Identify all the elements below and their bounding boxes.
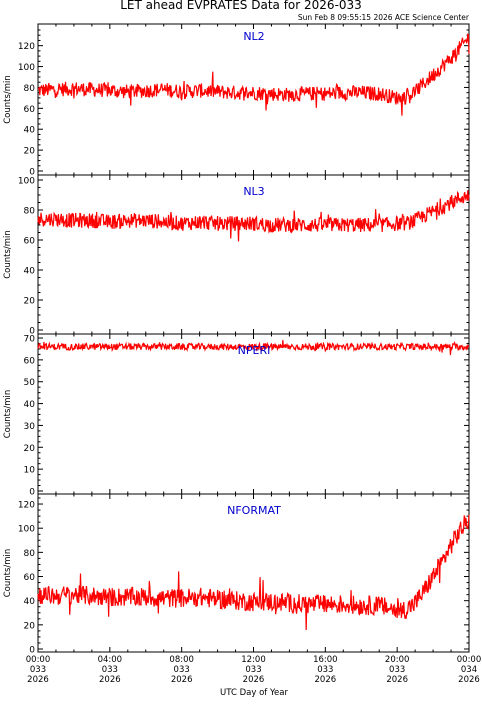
series-label-nl2: NL2 <box>243 30 264 43</box>
y-tick-label: 80 <box>24 207 36 217</box>
series-label-nl3: NL3 <box>243 185 264 198</box>
panel-frame <box>37 333 470 495</box>
x-tick-doy: 033 <box>30 665 46 675</box>
x-tick-labels: 00:00033202604:00033202608:00033202612:0… <box>26 655 482 685</box>
x-axis-label: UTC Day of Year <box>220 688 288 698</box>
x-tick-doy: 034 <box>461 665 477 675</box>
x-tick-time: 04:00 <box>98 655 123 665</box>
y-tick-label: 20 <box>24 621 36 631</box>
y-tick-label: 120 <box>18 501 35 511</box>
y-tick-label: 100 <box>18 177 35 187</box>
y-tick-label: 120 <box>18 42 35 52</box>
y-tick-label: 10 <box>24 466 36 476</box>
y-axis-label: Counts/min <box>3 390 13 439</box>
panel-nperi: 0 10 20 30 40 50 60 70 Counts/min NPERI <box>3 333 470 498</box>
y-tick-label: 0 <box>29 646 35 656</box>
y-tick-label: 20 <box>24 297 36 307</box>
timestamp-label: Sun Feb 8 09:55:15 2026 ACE Science Cent… <box>298 13 470 22</box>
y-tick-label: 40 <box>24 267 36 277</box>
x-tick-time: 00:00 <box>457 655 482 665</box>
y-tick-label: 60 <box>24 573 36 583</box>
y-tick-label: 100 <box>18 63 35 73</box>
series-label-nformat: NFORMAT <box>227 504 281 517</box>
y-tick-label: 80 <box>24 84 36 94</box>
y-tick-label: 80 <box>24 549 36 559</box>
x-tick-doy: 033 <box>317 665 333 675</box>
y-axis-label: Counts/min <box>3 549 13 598</box>
panel-nl3: 0 20 40 60 80 100 Counts/min NL3 <box>3 174 470 337</box>
chart-title: LET ahead EVPRATES Data for 2026-033 <box>120 0 362 12</box>
x-tick-year: 2026 <box>243 675 265 685</box>
y-axis-label: Counts/min <box>3 75 13 124</box>
y-tick-label: 20 <box>24 444 36 454</box>
x-tick-time: 08:00 <box>169 655 194 665</box>
y-tick-label: 60 <box>24 237 36 247</box>
panel-frame <box>37 174 470 335</box>
series-label-nperi: NPERI <box>238 344 271 357</box>
x-tick-time: 12:00 <box>241 655 266 665</box>
data-line-nl2 <box>37 33 470 116</box>
data-line-nperi <box>37 340 470 356</box>
x-tick-time: 00:00 <box>26 655 51 665</box>
y-tick-label: 40 <box>24 126 36 136</box>
y-tick-label: 0 <box>29 168 35 178</box>
x-tick-time: 16:00 <box>313 655 338 665</box>
y-tick-label: 100 <box>18 525 35 535</box>
x-tick-year: 2026 <box>99 675 121 685</box>
panels: 020406080100120Counts/minNL2020406080100… <box>3 23 470 656</box>
y-tick-label: 40 <box>24 597 36 607</box>
y-tick-label: 70 <box>24 335 36 345</box>
panel-frame <box>37 493 470 653</box>
x-tick-year: 2026 <box>171 675 193 685</box>
data-line-nformat <box>37 514 470 630</box>
y-tick-label: 0 <box>29 327 35 337</box>
y-tick-label: 60 <box>24 356 36 366</box>
y-tick-label: 50 <box>24 378 36 388</box>
x-tick-doy: 033 <box>174 665 190 675</box>
y-axis-label: Counts/min <box>3 230 13 279</box>
y-tick-label: 60 <box>24 105 36 115</box>
y-tick-label: 0 <box>29 488 35 498</box>
x-tick-doy: 033 <box>245 665 261 675</box>
x-tick-year: 2026 <box>458 675 480 685</box>
x-tick-doy: 033 <box>389 665 405 675</box>
x-tick-doy: 033 <box>102 665 118 675</box>
x-tick-year: 2026 <box>315 675 337 685</box>
data-line-nl3 <box>37 190 470 242</box>
y-tick-label: 30 <box>24 422 36 432</box>
panel-nformat: 0 20 40 60 80 100 120 Counts/min NFORMAT <box>3 493 470 656</box>
x-tick-time: 20:00 <box>385 655 410 665</box>
y-tick-label: 20 <box>24 147 36 157</box>
x-tick-year: 2026 <box>386 675 408 685</box>
x-tick-year: 2026 <box>27 675 49 685</box>
y-tick-label: 40 <box>24 400 36 410</box>
panel-nl2: 0 20 40 60 80 100 120 Counts/min NL2 <box>3 23 470 178</box>
